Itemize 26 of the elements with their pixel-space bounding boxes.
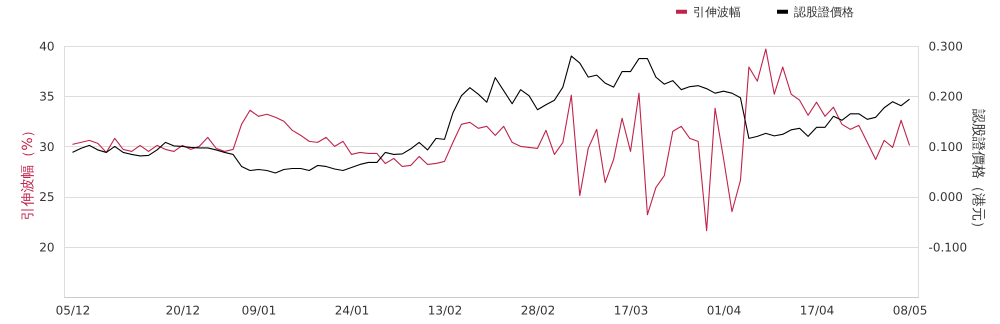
- y2-tick-label: 0.100: [928, 140, 963, 154]
- y2-tick-label: 0.200: [928, 90, 963, 104]
- y2-tick-label: 0.000: [928, 190, 963, 204]
- y-tick-label: 30: [39, 140, 54, 154]
- y-tick-label: 40: [39, 40, 54, 54]
- x-tick-label: 13/02: [428, 304, 462, 318]
- x-tick-label: 28/02: [520, 304, 556, 318]
- y2-tick-label: 0.300: [928, 40, 963, 54]
- legend-label: 認股證價格: [794, 4, 854, 19]
- x-tick-label: 20/12: [166, 304, 200, 318]
- x-tick-label: 08/05: [892, 304, 928, 318]
- x-tick-label: 17/03: [614, 304, 648, 318]
- y-tick-label: 25: [39, 190, 54, 204]
- x-tick-label: 17/04: [800, 304, 834, 318]
- x-tick-label: 05/12: [56, 304, 90, 318]
- x-tick-label: 24/01: [334, 304, 370, 318]
- line-series: [72, 48, 910, 232]
- y-tick-label: 35: [39, 90, 54, 104]
- y-axis-title: 引伸波幅（%）: [20, 123, 36, 221]
- y2-axis-title: 認股證價格（港元）: [970, 109, 986, 235]
- x-tick-label: 09/01: [242, 304, 276, 318]
- y2-tick-label: -0.100: [928, 240, 968, 254]
- x-tick-label: 01/04: [706, 304, 742, 318]
- legend-label: 引伸波幅: [693, 4, 741, 19]
- line-series: [72, 55, 910, 174]
- y-tick-label: 20: [39, 240, 54, 254]
